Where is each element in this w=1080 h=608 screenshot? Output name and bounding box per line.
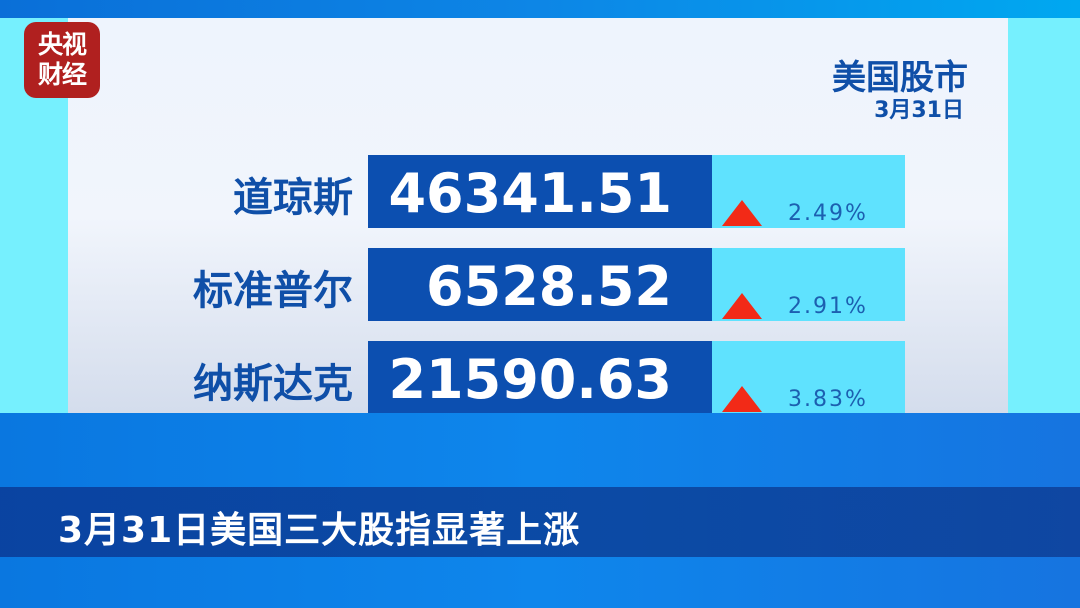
panel-date: 3月31日 — [874, 98, 964, 123]
subtitle-text: 3月31日美国三大股指显著上涨 — [58, 510, 581, 551]
index-name: 纳斯达克 — [193, 361, 353, 407]
index-row: 纳斯达克 21590.63 3.83% — [0, 341, 1080, 414]
subtitle-bar: 3月31日美国三大股指显著上涨 — [0, 487, 1080, 557]
index-name: 标准普尔 — [193, 268, 353, 314]
index-value: 46341.51 — [368, 155, 712, 228]
index-row: 道琼斯 46341.51 2.49% — [0, 155, 1080, 228]
change-percent: 3.83% — [788, 387, 868, 412]
index-change: 3.83% — [712, 341, 905, 414]
cctv-finance-logo: 央视 财经 — [24, 22, 100, 98]
index-value: 21590.63 — [368, 341, 712, 414]
index-row: 标准普尔 6528.52 2.91% — [0, 248, 1080, 321]
up-arrow-icon — [722, 293, 762, 319]
index-name: 道琼斯 — [233, 175, 353, 221]
up-arrow-icon — [722, 386, 762, 412]
logo-text: 央视 — [37, 30, 87, 59]
index-change: 2.49% — [712, 155, 905, 228]
panel-title: 美国股市 — [832, 58, 968, 98]
top-banner — [0, 0, 1080, 18]
change-percent: 2.91% — [788, 294, 868, 319]
change-percent: 2.49% — [788, 201, 868, 226]
logo-text: 财经 — [37, 60, 87, 89]
index-value: 6528.52 — [368, 248, 712, 321]
index-change: 2.91% — [712, 248, 905, 321]
up-arrow-icon — [722, 200, 762, 226]
